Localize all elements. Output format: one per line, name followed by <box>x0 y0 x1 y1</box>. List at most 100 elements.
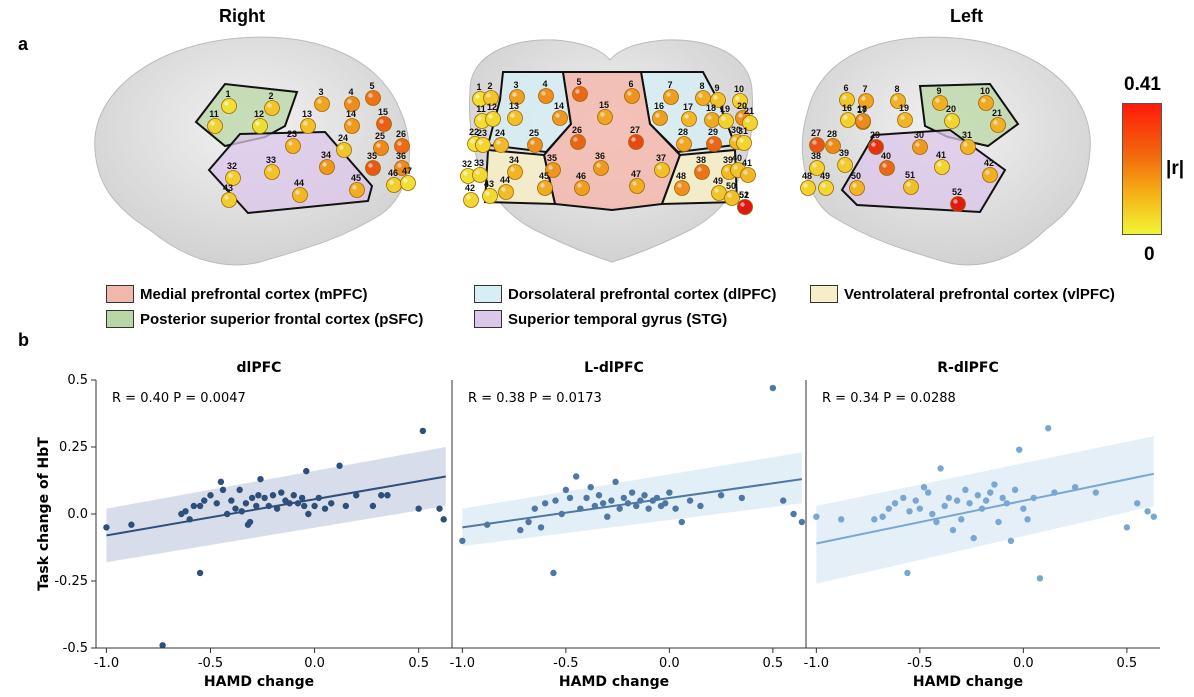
data-point <box>1123 524 1131 531</box>
channel-right-13: 13 <box>300 109 316 134</box>
channel-front-35: 35 <box>545 153 561 178</box>
data-point <box>286 500 293 507</box>
data-point <box>566 494 574 502</box>
channel-label: 7 <box>862 84 867 94</box>
channel-label: 51 <box>739 190 749 200</box>
channel-front-18: 18 <box>704 103 720 128</box>
data-point <box>672 505 679 512</box>
data-point <box>238 508 245 515</box>
channel-left-6: 6 <box>839 83 855 108</box>
data-point <box>182 508 189 515</box>
legend-label-vlpfc: Ventrolateral prefrontal cortex (vlPFC) <box>844 285 1115 303</box>
channel-label: 5 <box>369 81 374 91</box>
channel-left-7: 7 <box>858 84 874 109</box>
data-point <box>933 518 940 526</box>
channel-label: 52 <box>739 190 749 200</box>
data-point <box>265 502 272 510</box>
channel-front-5: 5 <box>572 77 588 102</box>
data-point <box>813 513 820 520</box>
channel-label: 13 <box>302 109 312 119</box>
data-point <box>294 500 302 507</box>
data-point <box>1051 489 1058 496</box>
stat-annotation: R = 0.40 P = 0.0047 <box>112 391 246 406</box>
channel-front-33: 33 <box>472 158 488 183</box>
data-point <box>103 524 110 531</box>
channel-front-25: 25 <box>527 128 543 153</box>
channel-label: 40 <box>881 151 891 161</box>
data-point <box>248 494 256 502</box>
channel-front-49: 49 <box>711 176 727 201</box>
data-point <box>987 489 994 496</box>
channel-label: 19 <box>720 104 730 114</box>
data-point <box>246 518 254 526</box>
data-point <box>531 505 539 512</box>
data-point <box>207 492 214 499</box>
data-point <box>419 427 427 435</box>
plot-title: L-dlPFC <box>584 360 644 376</box>
channel-right-15: 15 <box>376 107 392 132</box>
channel-front-17: 17 <box>681 102 697 127</box>
scatter-plot-2: -1.0 -0.5 0.0 0.5 L-dlPFC R = 0.38 P = 0.0173… <box>450 360 806 690</box>
channel-label: 50 <box>851 171 861 181</box>
channel-label: 39 <box>723 155 733 165</box>
channel-left-52: 52 <box>950 187 966 212</box>
data-point <box>342 502 350 510</box>
channel-label: 26 <box>572 125 582 135</box>
channel-left-20: 20 <box>944 104 960 129</box>
channel-label: 17 <box>857 105 867 115</box>
data-point <box>255 492 262 499</box>
channel-label: 12 <box>487 102 497 112</box>
channel-front-4: 4 <box>538 79 554 104</box>
data-point <box>315 494 322 502</box>
data-point <box>941 502 948 510</box>
data-point <box>128 521 135 528</box>
data-point <box>1036 575 1044 582</box>
channel-label: 15 <box>599 100 609 110</box>
data-point <box>717 492 725 499</box>
channel-label: 28 <box>678 127 688 137</box>
data-point <box>686 497 694 504</box>
channel-label: 14 <box>554 101 564 111</box>
channel-label: 3 <box>318 87 323 97</box>
channel-label: 24 <box>495 128 505 138</box>
channel-label: 51 <box>905 170 915 180</box>
channel-label: 48 <box>676 171 686 181</box>
channel-label: 24 <box>338 133 348 143</box>
channel-front-46: 46 <box>574 171 590 196</box>
x-tick-label: -0.5 <box>907 656 932 671</box>
channel-label: 6 <box>843 83 848 93</box>
data-point <box>552 497 559 504</box>
channel-left-31: 31 <box>960 130 976 155</box>
data-point <box>201 497 208 504</box>
data-point <box>217 478 225 486</box>
channel-label: 23 <box>287 129 297 139</box>
channel-label: 35 <box>367 151 377 161</box>
channel-label: 3 <box>513 80 518 90</box>
data-point <box>541 500 549 507</box>
channel-front-31: 31 <box>736 126 752 151</box>
data-point <box>311 502 318 510</box>
data-point <box>958 516 965 523</box>
x-tick-label: -0.5 <box>198 656 223 671</box>
data-point <box>628 489 636 496</box>
channel-label: 38 <box>811 151 821 161</box>
channel-front-21: 21 <box>742 106 758 131</box>
y-tick-label: 0.5 <box>67 373 88 388</box>
y-tick-label: 0.0 <box>67 507 88 522</box>
channel-right-45: 45 <box>349 173 365 198</box>
data-point <box>550 569 557 577</box>
x-tick-label: -0.5 <box>553 656 578 671</box>
channel-front-7: 7 <box>663 80 679 105</box>
data-point <box>891 500 899 507</box>
channel-label: 22 <box>469 127 479 137</box>
channel-label: 32 <box>227 161 237 171</box>
data-point <box>1020 505 1027 512</box>
data-point <box>871 516 878 523</box>
data-point <box>1071 484 1079 491</box>
data-point <box>645 505 652 512</box>
channel-front-6: 6 <box>624 79 640 104</box>
channel-label: 11 <box>476 104 486 114</box>
data-point <box>620 494 628 502</box>
data-point <box>595 492 603 499</box>
x-tick-label: 0.5 <box>408 656 429 671</box>
